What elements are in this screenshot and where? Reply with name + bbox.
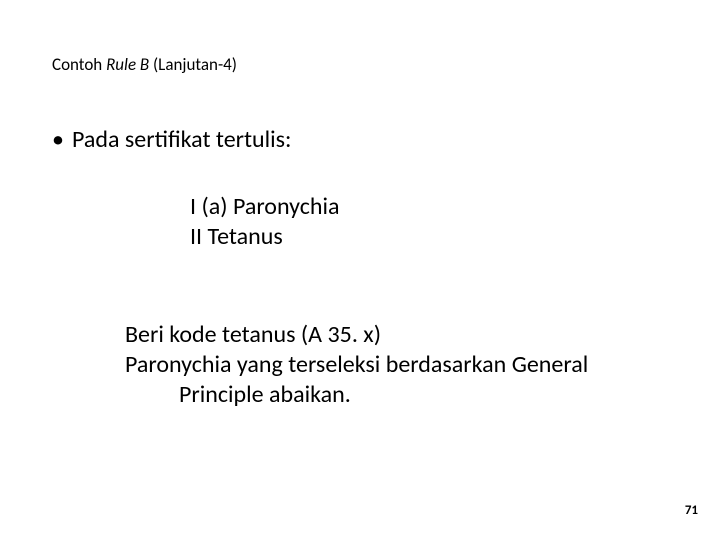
bullet-text: Pada sertifikat tertulis: [72,125,291,154]
slide-title: Contoh Rule B (Lanjutan-4) [52,54,237,75]
note-line-2b: Principle abaikan. [179,380,351,409]
note-line-2: Paronychia yang terseleksi berdasarkan G… [125,350,605,410]
note-line-2a: Paronychia yang terseleksi berdasarkan G… [125,350,588,379]
certificate-line-2: II Tetanus [190,222,283,251]
slide: Contoh Rule B (Lanjutan-4) •Pada sertifi… [0,0,720,540]
certificate-line-1: I (a) Paronychia [190,192,339,221]
title-rule: Rule B [106,54,149,75]
bullet-row: •Pada sertifikat tertulis: [52,125,291,154]
page-number: 71 [685,503,698,518]
title-suffix: (Lanjutan-4) [149,54,237,75]
note-line-1: Beri kode tetanus (A 35. x) [125,320,381,349]
bullet-dot: • [52,125,72,154]
title-prefix: Contoh [52,54,106,75]
